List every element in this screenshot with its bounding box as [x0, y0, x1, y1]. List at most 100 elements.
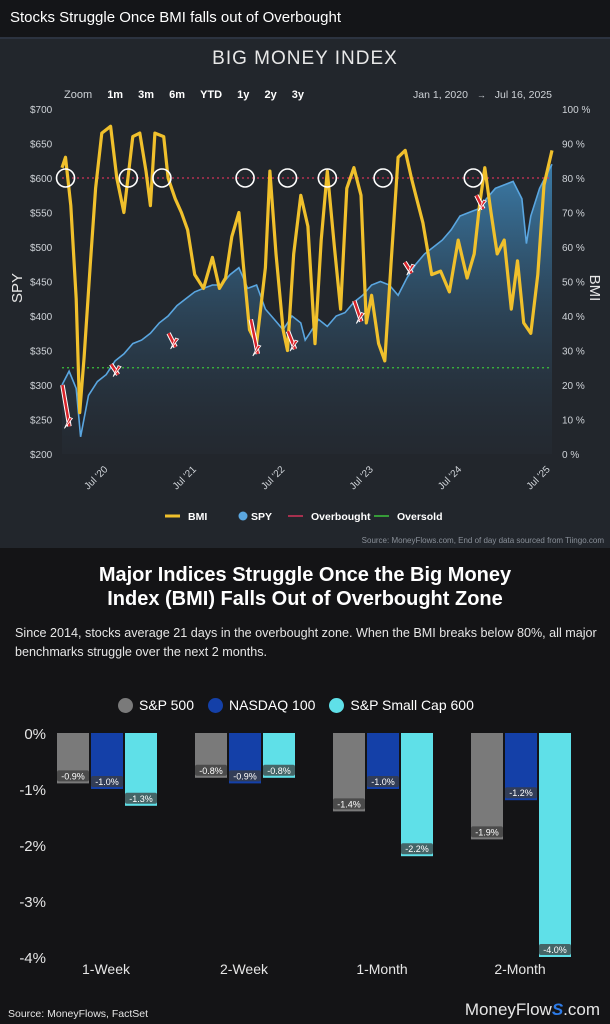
bmi-legend: BMI SPY Overbought Oversold: [165, 511, 443, 523]
y-tick-label: -4%: [19, 950, 46, 967]
date-from[interactable]: Jan 1, 2020: [413, 89, 468, 101]
zoom-controls: Zoom 1m 3m 6m YTD 1y 2y 3y: [64, 89, 316, 101]
bar: [333, 733, 365, 812]
bar-value-label: -0.8%: [267, 766, 291, 776]
headline-line-2: Index (BMI) Falls Out of Overbought Zone: [107, 588, 503, 610]
x-tick-label: Jul '24: [436, 464, 464, 492]
legend-label: SPY: [251, 511, 272, 523]
bar-label-bg: [333, 798, 365, 810]
date-arrow: →: [476, 90, 486, 100]
bar-value-label: -1.2%: [509, 788, 533, 798]
spy-tick-label: $600: [30, 174, 53, 185]
overbought-exit-circle: [152, 168, 172, 188]
legend-label: Oversold: [397, 511, 443, 523]
header-divider: [0, 37, 610, 39]
bmi-axis-label: BMI: [586, 275, 603, 302]
legend-item: S&P 500: [118, 697, 194, 713]
bar-value-label: -0.9%: [61, 771, 85, 781]
spy-tick-label: $450: [30, 278, 53, 289]
bar-label-bg: [401, 843, 433, 855]
down-arrow-icon: [474, 194, 488, 212]
bmi-tick-label: 50 %: [562, 278, 585, 289]
zoom-3y-button[interactable]: 3y: [291, 89, 305, 101]
brand-text-b: S: [551, 1000, 564, 1019]
bar-label-bg: [91, 776, 123, 787]
category-label: 2-Week: [220, 961, 269, 977]
y-tick-label: -3%: [19, 894, 46, 911]
bar-label-bg: [57, 770, 89, 782]
spy-tick-label: $700: [30, 105, 53, 116]
brand-text-c: .com: [563, 1000, 600, 1019]
bar-source: Source: MoneyFlows, FactSet: [8, 1008, 149, 1020]
x-tick-label: Jul '22: [259, 464, 287, 492]
bar-label-bg: [539, 944, 571, 955]
bmi-tick-label: 70 %: [562, 209, 585, 220]
zoom-1m-button[interactable]: 1m: [107, 89, 124, 101]
legend-item: S&P Small Cap 600: [329, 697, 474, 713]
bar-chart: 0% -1% -2% -3% -4% -0.9% -1.0% -1.3% 1-Week -0.8%…: [19, 726, 571, 977]
page-title: Stocks Struggle Once BMI falls out of Ov…: [10, 9, 341, 26]
zoom-2y-button[interactable]: 2y: [264, 89, 277, 101]
bar-label-bg: [125, 792, 157, 804]
bmi-tick-label: 100 %: [562, 105, 590, 116]
overbought-exit-circle: [235, 168, 255, 188]
bar: [401, 733, 433, 857]
down-arrow-icon: [60, 384, 74, 429]
category-label: 2-Month: [494, 961, 545, 977]
y-tick-label: -2%: [19, 838, 46, 855]
date-range: Jan 1, 2020 → Jul 16, 2025: [413, 89, 552, 101]
zoom-3m-button[interactable]: 3m: [138, 89, 155, 101]
down-arrow-icon: [352, 300, 365, 324]
spy-axis-label: SPY: [9, 273, 26, 303]
category-label: 1-Month: [356, 961, 407, 977]
bar-value-label: -1.0%: [95, 777, 119, 787]
zoom-1y-button[interactable]: 1y: [237, 89, 250, 101]
bar-value-label: -0.9%: [233, 771, 257, 781]
down-arrow-icon: [166, 332, 180, 350]
bar-value-label: -4.0%: [543, 945, 567, 955]
down-arrow-icon: [109, 363, 122, 377]
bar-value-label: -0.8%: [199, 766, 223, 776]
bmi-tick-label: 30 %: [562, 347, 585, 358]
bar-label-bg: [195, 764, 227, 776]
down-arrow-icon: [248, 319, 262, 357]
x-tick-label: Jul '20: [82, 464, 110, 492]
legend-label: Overbought: [311, 511, 371, 523]
legend-label: BMI: [188, 511, 207, 523]
spy-tick-label: $350: [30, 347, 53, 358]
bmi-line-chart: $200 $250 $300 $350 $400 $450 $500 $550 $600 $650…: [9, 105, 603, 523]
bmi-tick-label: 20 %: [562, 381, 585, 392]
bmi-line: [60, 124, 554, 415]
bar: [539, 733, 571, 957]
bar-chart-description: Since 2014, stocks average 21 days in th…: [15, 626, 597, 659]
bar-value-label: -1.0%: [371, 777, 395, 787]
zoom-ytd-button[interactable]: YTD: [200, 89, 223, 101]
y-tick-label: -1%: [19, 782, 46, 799]
spy-tick-label: $200: [30, 450, 53, 461]
date-to[interactable]: Jul 16, 2025: [494, 89, 552, 101]
zoom-6m-button[interactable]: 6m: [169, 89, 186, 101]
y-tick-label: 0%: [24, 726, 46, 743]
bar-label-bg: [367, 776, 399, 787]
bmi-tick-label: 60 %: [562, 243, 585, 254]
zoom-label: Zoom: [64, 89, 93, 101]
legend-dot: [208, 698, 224, 713]
headline-line-1: Major Indices Struggle Once the Big Mone…: [98, 564, 512, 586]
legend-label: S&P 500: [139, 697, 195, 713]
header-bar: Stocks Struggle Once BMI falls out of Ov…: [0, 0, 610, 39]
down-arrow-icon: [402, 260, 416, 276]
bmi-chart-title: BIG MONEY INDEX: [212, 48, 398, 69]
spy-tick-label: $650: [30, 140, 53, 151]
x-tick-label: Jul '21: [171, 464, 199, 492]
legend-dot: [118, 698, 133, 713]
bar: [471, 733, 503, 840]
overbought-exit-circle: [373, 168, 393, 188]
legend-dot: [329, 698, 345, 713]
spy-line: [61, 163, 553, 437]
legend-label: NASDAQ 100: [229, 697, 316, 713]
overbought-exit-circle: [463, 168, 484, 188]
bmi-source: Source: MoneyFlows.com, End of day data …: [361, 536, 604, 545]
x-tick-label: Jul '23: [348, 464, 376, 492]
spy-tick-label: $500: [30, 243, 53, 254]
category-label: 1-Week: [82, 961, 131, 977]
